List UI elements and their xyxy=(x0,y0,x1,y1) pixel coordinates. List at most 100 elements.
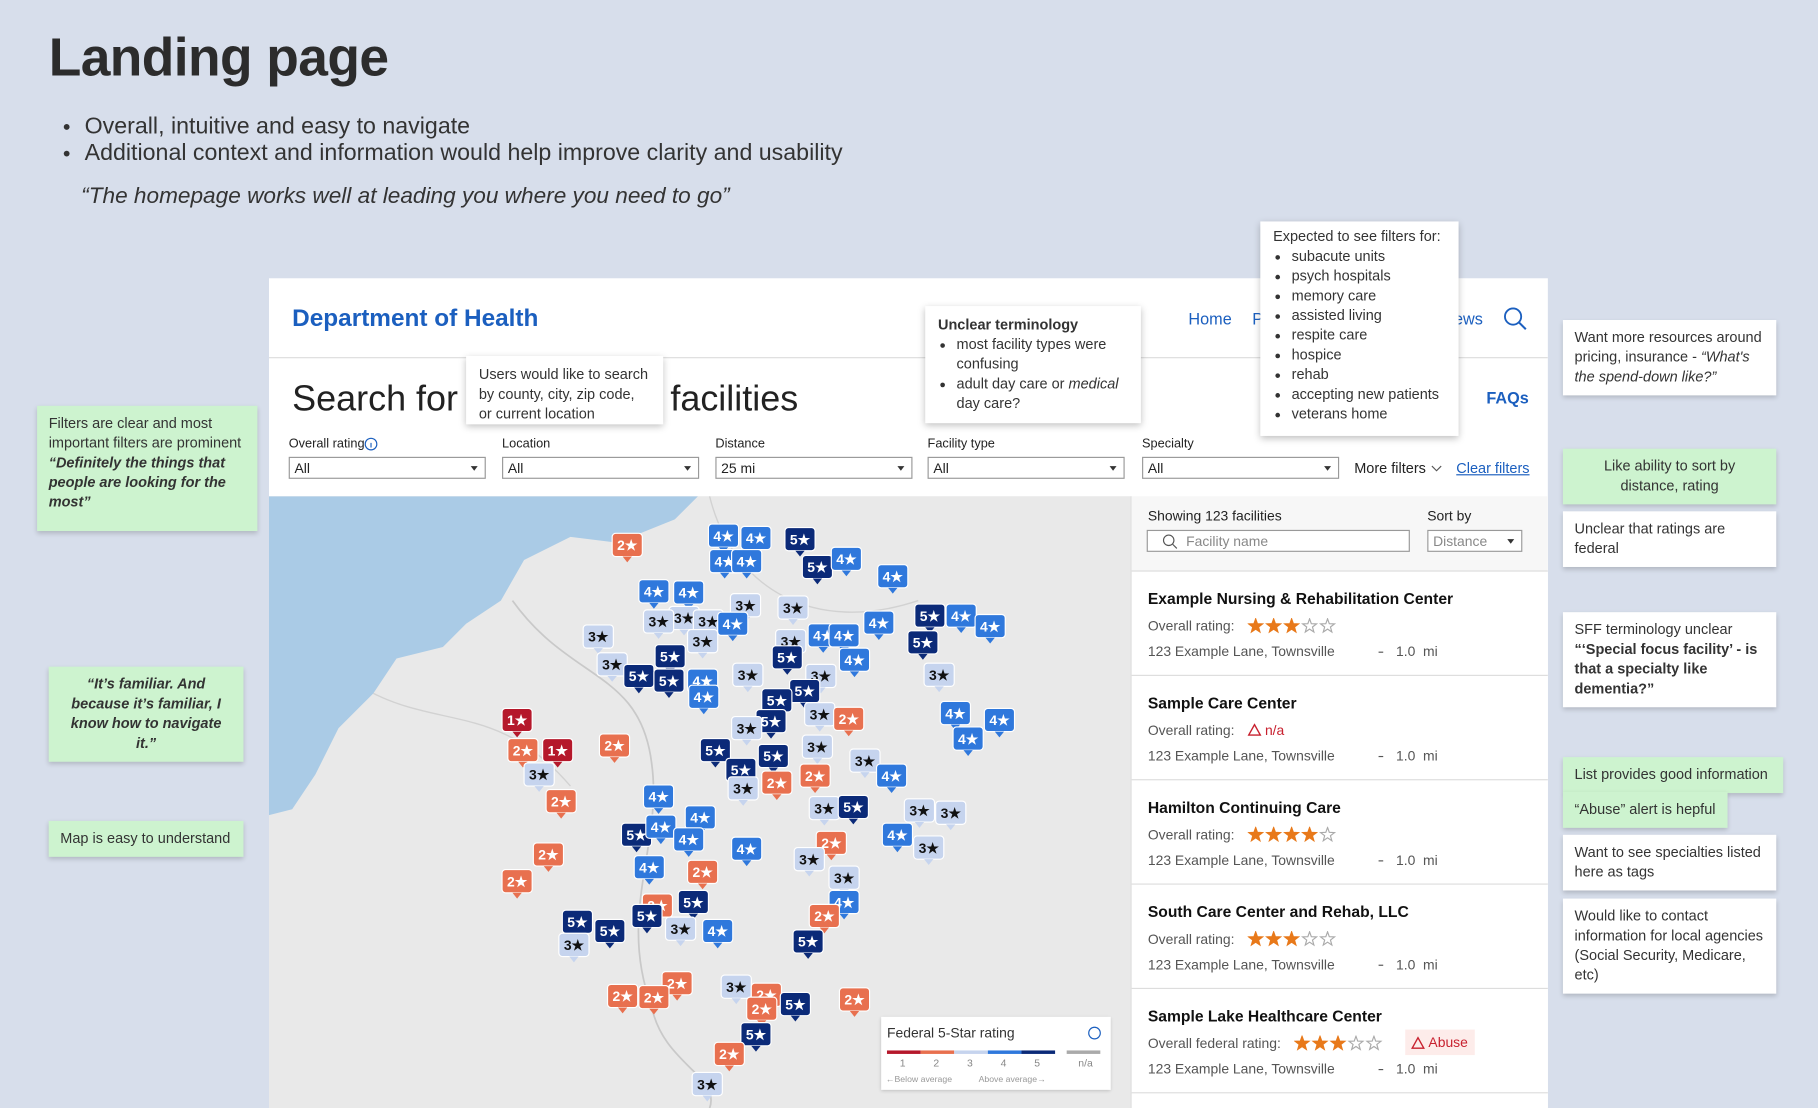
map-marker[interactable]: 2★ xyxy=(713,1041,745,1072)
map-marker[interactable]: 5★ xyxy=(792,929,824,959)
map-marker[interactable]: 4★ xyxy=(863,610,895,641)
map-marker[interactable]: 4★ xyxy=(638,579,670,609)
map-marker[interactable]: 3★ xyxy=(720,974,752,1005)
more-filters[interactable]: More filters xyxy=(1354,460,1426,477)
map-marker[interactable]: 5★ xyxy=(788,678,821,709)
map-marker[interactable]: 4★ xyxy=(830,546,863,577)
map-marker[interactable]: 4★ xyxy=(673,580,705,610)
map-marker[interactable]: 3★ xyxy=(808,795,841,826)
brand[interactable]: Department of Health xyxy=(292,304,539,332)
map-marker[interactable]: 4★ xyxy=(717,611,749,642)
map-marker[interactable]: 5★ xyxy=(620,822,653,853)
filter-select[interactable]: All xyxy=(288,456,486,479)
map-marker[interactable]: 4★ xyxy=(974,613,1006,644)
nav-link[interactable]: P xyxy=(1252,309,1264,329)
map-marker[interactable]: 3★ xyxy=(935,800,967,831)
map-marker[interactable]: 4★ xyxy=(702,918,734,949)
map-marker[interactable]: 2★ xyxy=(746,996,778,1027)
map-marker[interactable]: 3★ xyxy=(523,762,555,792)
map-marker[interactable]: 2★ xyxy=(598,733,631,763)
map-marker[interactable]: 1★ xyxy=(542,737,574,768)
map-marker[interactable]: 4★ xyxy=(828,623,860,653)
map-marker[interactable]: 2★ xyxy=(638,984,670,1015)
filter-select[interactable]: 25 mi xyxy=(715,456,913,479)
list-item[interactable]: Example Nursing & Rehabilitation Center O… xyxy=(1131,572,1548,676)
map-marker[interactable]: 4★ xyxy=(688,684,720,715)
map-marker[interactable]: 2★ xyxy=(606,983,639,1014)
map-marker[interactable]: 5★ xyxy=(914,603,946,634)
search-icon[interactable] xyxy=(1503,306,1529,332)
map-marker[interactable]: 5★ xyxy=(594,918,626,949)
map-marker[interactable]: 3★ xyxy=(804,702,836,732)
map-marker[interactable]: 2★ xyxy=(611,532,643,563)
map-marker[interactable]: 2★ xyxy=(686,859,719,890)
map-marker[interactable]: 3★ xyxy=(801,734,834,765)
list-item[interactable]: Hamilton Continuing Care Overall rating: 1… xyxy=(1131,780,1548,885)
map-marker[interactable]: 4★ xyxy=(707,523,740,554)
map-marker[interactable]: 3★ xyxy=(732,662,764,693)
map-marker[interactable]: 2★ xyxy=(507,737,539,768)
map-marker[interactable]: 4★ xyxy=(945,603,977,634)
map-marker[interactable]: 3★ xyxy=(731,715,763,746)
map-marker[interactable]: 4★ xyxy=(875,763,908,794)
map-marker[interactable]: 2★ xyxy=(808,903,841,934)
map-marker[interactable]: 4★ xyxy=(939,700,972,731)
map-marker[interactable]: 3★ xyxy=(727,776,759,806)
map-marker[interactable]: 2★ xyxy=(532,842,565,872)
filter-select[interactable]: All xyxy=(927,456,1125,479)
map-marker[interactable]: 5★ xyxy=(761,688,793,718)
map-marker[interactable]: 4★ xyxy=(731,836,763,867)
map-marker[interactable]: 3★ xyxy=(686,628,719,659)
map-marker[interactable]: 2★ xyxy=(833,706,865,737)
map-marker[interactable]: 4★ xyxy=(633,855,665,885)
facility-search[interactable]: Facility name xyxy=(1146,529,1410,552)
filter-select[interactable]: All xyxy=(1142,456,1340,479)
map-marker[interactable]: 2★ xyxy=(545,788,577,819)
faqs-link[interactable]: FAQs xyxy=(1486,388,1529,407)
map-marker[interactable]: 3★ xyxy=(642,609,675,639)
map-marker[interactable]: 2★ xyxy=(761,770,793,801)
map-marker[interactable]: 5★ xyxy=(757,743,789,774)
clear-filters[interactable]: Clear filters xyxy=(1456,460,1530,477)
sort-select[interactable]: Distance xyxy=(1427,529,1523,552)
map-marker[interactable]: 3★ xyxy=(664,916,697,947)
map-marker[interactable]: 4★ xyxy=(740,525,772,556)
map-marker[interactable]: 1★ xyxy=(501,707,533,738)
map-marker[interactable]: 3★ xyxy=(849,748,881,778)
map-marker[interactable]: 5★ xyxy=(784,526,816,557)
map-marker[interactable]: 4★ xyxy=(838,647,871,678)
map-marker[interactable]: 5★ xyxy=(623,663,655,694)
map-marker[interactable]: 5★ xyxy=(631,903,663,934)
map-marker[interactable]: 5★ xyxy=(801,554,834,585)
map-marker[interactable]: 2★ xyxy=(501,869,533,899)
map-marker[interactable]: 3★ xyxy=(596,652,628,682)
map-marker[interactable]: 5★ xyxy=(771,645,803,675)
nav-link[interactable]: ews xyxy=(1453,309,1483,329)
map-marker[interactable]: 4★ xyxy=(645,814,677,845)
filter-select[interactable]: All xyxy=(502,456,700,479)
map-marker[interactable]: 3★ xyxy=(923,662,955,693)
map-marker[interactable]: 4★ xyxy=(983,707,1016,738)
map-marker[interactable]: 3★ xyxy=(558,932,590,963)
map-marker[interactable]: 3★ xyxy=(793,846,825,877)
map-marker[interactable]: 4★ xyxy=(642,784,675,814)
map-marker[interactable]: 5★ xyxy=(907,630,939,660)
map-marker[interactable]: 4★ xyxy=(952,726,984,756)
map-marker[interactable]: 4★ xyxy=(673,827,705,857)
map-marker[interactable]: 5★ xyxy=(740,1022,772,1052)
map-marker[interactable]: 3★ xyxy=(777,595,809,625)
map-marker[interactable]: 2★ xyxy=(799,763,831,794)
nav-link[interactable]: Home xyxy=(1188,309,1232,329)
map-marker[interactable]: 4★ xyxy=(684,805,716,835)
map-marker[interactable]: 2★ xyxy=(838,987,871,1017)
map-marker[interactable]: 5★ xyxy=(837,794,870,825)
map-marker[interactable]: 5★ xyxy=(755,708,787,739)
map-marker[interactable]: 4★ xyxy=(881,822,914,853)
list-item[interactable]: Sample Care Center Overall rating: n/a 123 … xyxy=(1131,676,1548,781)
map-marker[interactable]: 4★ xyxy=(877,564,909,594)
map-marker[interactable]: 3★ xyxy=(913,835,945,865)
map-marker[interactable]: 3★ xyxy=(903,798,936,828)
map-marker[interactable]: 4★ xyxy=(731,548,763,579)
list-item[interactable]: South Care Center and Rehab, LLC Overall … xyxy=(1131,885,1548,990)
map-marker[interactable]: 5★ xyxy=(653,668,685,698)
